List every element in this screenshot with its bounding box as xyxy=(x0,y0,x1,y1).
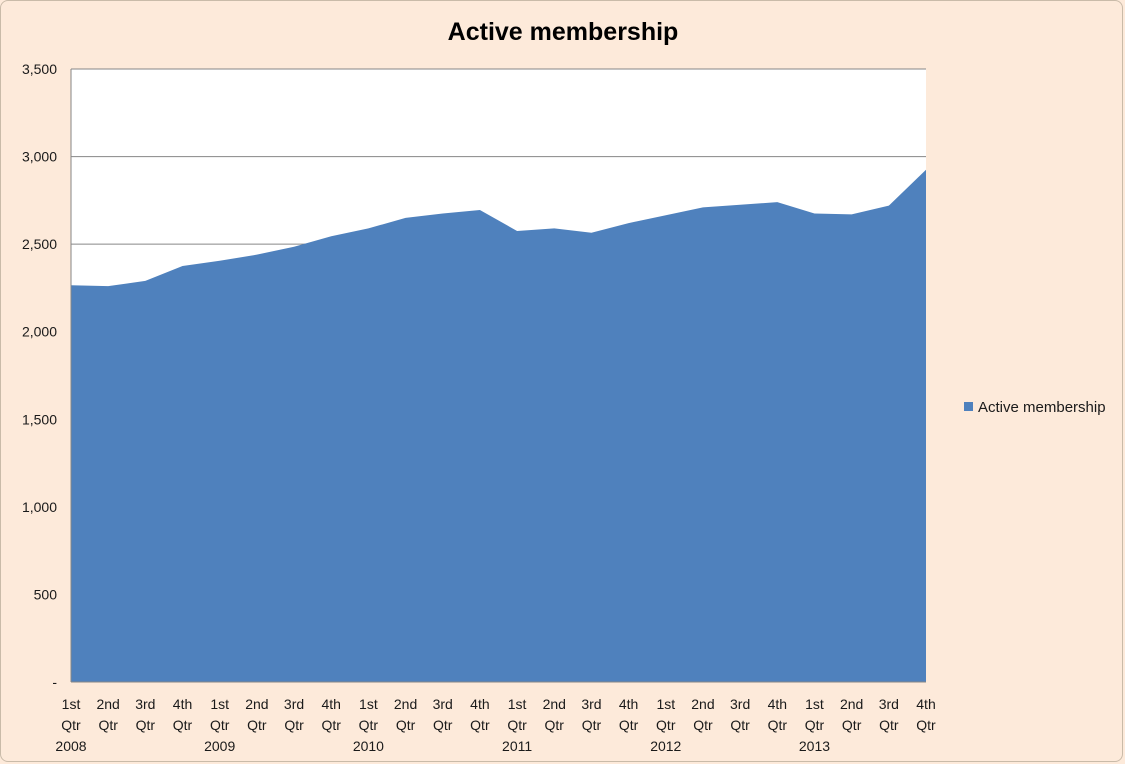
x-tick-label: Qtr xyxy=(656,717,676,733)
y-tick-label: 500 xyxy=(34,586,58,602)
x-tick-label: Qtr xyxy=(247,717,267,733)
legend-swatch xyxy=(964,402,973,411)
x-tick-label: 3rd xyxy=(730,696,750,712)
x-tick-label: 1st xyxy=(62,696,81,712)
x-tick-label: Qtr xyxy=(693,717,713,733)
x-tick-label: 2nd xyxy=(245,696,268,712)
x-tick-labels: 1st Qtr 2008 2nd Qtr 3rd Qtr 4th Qtr 1st Qtr 2009 2n… xyxy=(55,696,936,754)
x-tick-label: 4th xyxy=(470,696,489,712)
x-tick-label: 4th xyxy=(768,696,787,712)
y-tick-label: - xyxy=(52,674,57,690)
x-tick-label: 2nd xyxy=(840,696,863,712)
x-tick-label: 4th xyxy=(173,696,192,712)
x-tick-label: 3rd xyxy=(135,696,155,712)
x-tick-label: 1st xyxy=(656,696,675,712)
x-tick-label: Qtr xyxy=(470,717,490,733)
x-tick-label: Qtr xyxy=(210,717,230,733)
y-tick-label: 2,000 xyxy=(22,324,57,340)
x-tick-label: Qtr xyxy=(136,717,156,733)
chart-title: Active membership xyxy=(448,18,679,46)
x-year-label: 2010 xyxy=(353,738,384,754)
y-tick-label: 1,000 xyxy=(22,499,57,515)
x-tick-label: 1st xyxy=(805,696,824,712)
x-tick-label: Qtr xyxy=(582,717,602,733)
x-tick-label: Qtr xyxy=(396,717,416,733)
x-year-label: 2013 xyxy=(799,738,830,754)
x-year-label: 2012 xyxy=(650,738,681,754)
x-tick-label: Qtr xyxy=(842,717,862,733)
x-year-label: 2009 xyxy=(204,738,235,754)
x-tick-label: Qtr xyxy=(805,717,825,733)
x-tick-label: 4th xyxy=(321,696,340,712)
x-tick-label: 2nd xyxy=(543,696,566,712)
x-tick-label: 4th xyxy=(619,696,638,712)
x-tick-label: Qtr xyxy=(61,717,81,733)
x-tick-label: Qtr xyxy=(433,717,453,733)
legend: Active membership xyxy=(964,399,1106,416)
x-year-label: 2011 xyxy=(502,738,532,754)
x-tick-label: Qtr xyxy=(619,717,639,733)
x-tick-label: 2nd xyxy=(96,696,119,712)
x-tick-label: Qtr xyxy=(730,717,750,733)
axes xyxy=(70,69,926,683)
x-tick-label: Qtr xyxy=(98,717,118,733)
y-tick-label: 2,500 xyxy=(22,236,57,252)
x-tick-label: Qtr xyxy=(173,717,193,733)
x-tick-label: 3rd xyxy=(879,696,899,712)
x-tick-label: Qtr xyxy=(545,717,565,733)
x-tick-label: 3rd xyxy=(284,696,304,712)
area-series xyxy=(70,169,927,682)
y-tick-label: 3,000 xyxy=(22,149,57,165)
y-tick-label: 1,500 xyxy=(22,411,57,427)
y-tick-labels: - 500 1,000 1,500 2,000 2,500 3,000 3,500 xyxy=(22,61,57,690)
legend-label: Active membership xyxy=(978,399,1106,416)
area-series-fill xyxy=(71,169,926,682)
x-year-label: 2008 xyxy=(55,738,86,754)
x-tick-label: 2nd xyxy=(394,696,417,712)
x-tick-label: Qtr xyxy=(359,717,379,733)
x-tick-label: Qtr xyxy=(768,717,788,733)
x-tick-label: 1st xyxy=(359,696,378,712)
x-tick-label: 4th xyxy=(916,696,935,712)
x-tick-label: Qtr xyxy=(507,717,527,733)
x-tick-label: Qtr xyxy=(916,717,936,733)
x-tick-label: Qtr xyxy=(321,717,341,733)
x-tick-label: 3rd xyxy=(433,696,453,712)
x-tick-label: 2nd xyxy=(691,696,714,712)
x-tick-label: Qtr xyxy=(879,717,899,733)
x-tick-label: 1st xyxy=(210,696,229,712)
x-tick-label: 3rd xyxy=(581,696,601,712)
x-tick-label: Qtr xyxy=(284,717,304,733)
x-tick-label: 1st xyxy=(508,696,527,712)
y-tick-label: 3,500 xyxy=(22,61,57,77)
